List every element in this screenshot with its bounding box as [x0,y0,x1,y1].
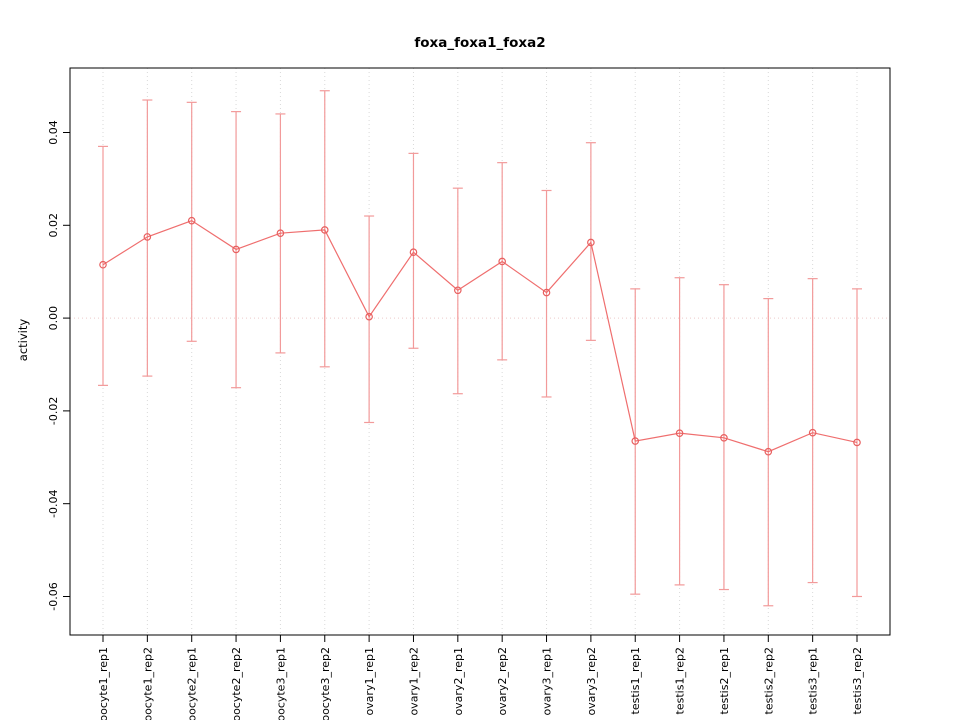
series-polyline [102,219,858,453]
plot-border [69,67,891,636]
x-tick-label: testis3_rep2 [851,647,864,714]
data-point [143,233,152,241]
x-tick-label: ovary2_rep1 [452,647,465,716]
x-tick-label: ovary1_rep1 [363,647,376,716]
x-tick-label: testis1_rep1 [629,647,642,714]
y-tick-label: -0.06 [47,582,60,610]
x-tick-label: ovary3_rep2 [585,647,598,716]
data-point [276,229,285,237]
data-point [542,288,551,297]
x-tick-label: ovary3_rep1 [541,647,554,716]
data-point [587,238,595,247]
y-tick-label: 0.00 [47,306,60,331]
x-tick-label: oocyte2_rep2 [230,647,243,720]
data-points [99,216,861,456]
x-tick-label: oocyte2_rep1 [186,647,199,720]
data-point [675,429,684,437]
y-axis-label: activity [16,319,30,362]
x-tick-label: ovary1_rep2 [407,647,420,716]
series-line [102,219,858,453]
data-point [320,226,329,234]
y-tick-label: -0.02 [47,397,60,425]
data-point [365,312,373,321]
x-tick-label: testis3_rep1 [807,647,820,714]
x-tick-label: testis2_rep1 [718,647,731,714]
data-point [720,434,728,442]
data-point [232,245,240,254]
data-point [853,438,861,447]
data-point [187,216,196,225]
data-point [808,428,817,437]
y-tick-label: -0.04 [47,489,60,517]
gridlines [102,68,858,635]
y-tick-label: 0.04 [47,120,60,145]
data-point [764,447,773,456]
data-point [454,286,462,295]
y-axis-ticks: -0.06 -0.04 -0.02 0.00 0.02 0.04 [47,120,70,611]
x-tick-label: oocyte3_rep2 [319,647,332,720]
data-point [631,437,640,445]
data-point [99,260,107,269]
x-tick-label: ovary2_rep2 [496,647,509,716]
x-axis-ticks: oocyte1_rep1 oocyte1_rep2 oocyte2_rep1 oocy… [97,635,864,720]
x-tick-label: oocyte3_rep1 [274,647,287,720]
data-point [409,248,418,257]
error-bars [98,90,862,607]
x-tick-label: oocyte1_rep1 [97,647,110,720]
x-tick-label: oocyte1_rep2 [141,647,154,720]
chart-title: foxa_foxa1_foxa2 [414,35,545,51]
x-tick-label: testis1_rep2 [674,647,687,714]
y-tick-label: 0.02 [47,213,60,238]
x-tick-label: testis2_rep2 [762,647,775,714]
data-point [498,257,506,266]
